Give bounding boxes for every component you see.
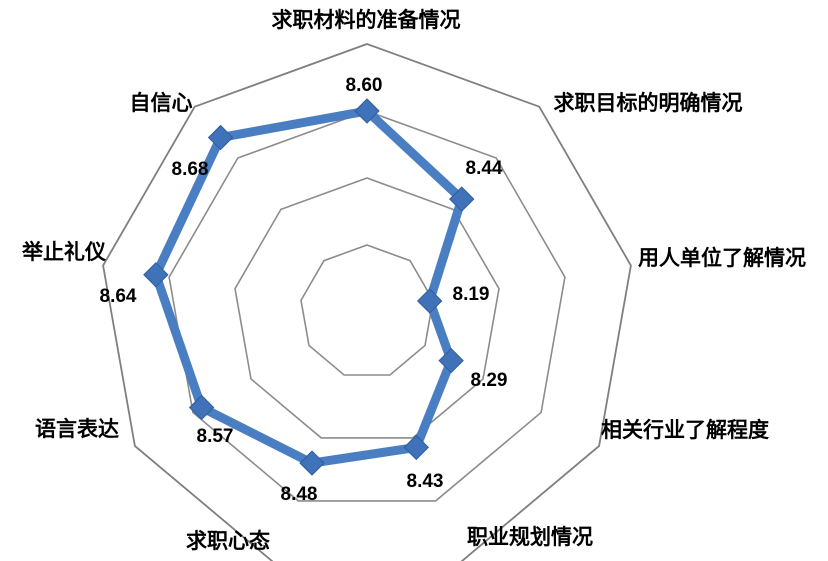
category-label-9: 自信心 — [130, 91, 193, 115]
value-label-2: 8.44 — [466, 158, 503, 179]
value-label-3: 8.19 — [453, 284, 490, 305]
category-label-7: 语言表达 — [35, 417, 119, 441]
category-label-1: 求职材料的准备情况 — [272, 8, 461, 32]
value-label-8: 8.64 — [100, 286, 137, 307]
value-label-7: 8.57 — [197, 426, 234, 447]
value-label-6: 8.48 — [281, 484, 318, 505]
value-label-1: 8.60 — [346, 75, 383, 96]
category-label-8: 举止礼仪 — [21, 240, 107, 264]
grid-ring-1 — [301, 245, 433, 375]
category-label-4: 相关行业了解程度 — [601, 418, 769, 442]
data-point-3 — [418, 289, 442, 313]
radar-labels: 求职材料的准备情况求职目标的明确情况用人单位了解情况相关行业了解程度职业规划情况… — [21, 8, 806, 553]
category-label-3: 用人单位了解情况 — [638, 246, 806, 270]
data-point-5 — [404, 435, 428, 459]
category-label-2: 求职目标的明确情况 — [554, 91, 743, 115]
category-label-6: 求职心态 — [186, 529, 270, 553]
value-label-5: 8.43 — [407, 471, 444, 492]
data-point-4 — [439, 349, 463, 373]
value-label-4: 8.29 — [471, 370, 508, 391]
value-label-9: 8.68 — [172, 159, 209, 180]
category-label-5: 职业规划情况 — [467, 525, 593, 549]
